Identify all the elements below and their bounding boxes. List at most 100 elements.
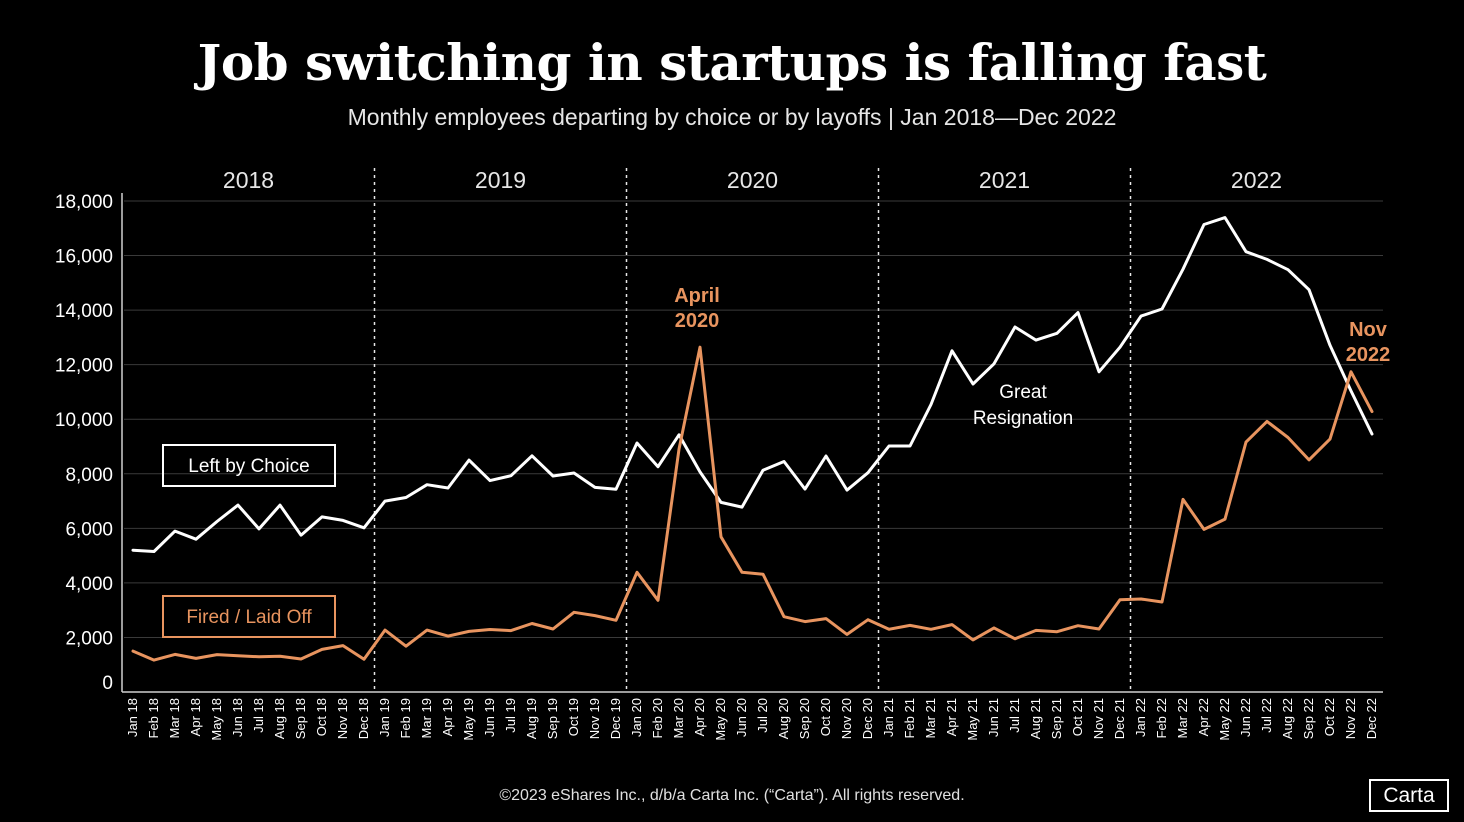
x-tick-label: Aug 19 bbox=[524, 698, 539, 739]
x-tick-label: Jan 20 bbox=[629, 698, 644, 737]
x-tick-label: Dec 20 bbox=[860, 698, 875, 739]
x-tick-label: Feb 18 bbox=[146, 698, 161, 738]
x-tick-label: Jan 21 bbox=[881, 698, 896, 737]
x-tick-label: Jan 18 bbox=[125, 698, 140, 737]
y-tick-label: 10,000 bbox=[55, 410, 113, 431]
x-tick-label: Jan 22 bbox=[1133, 698, 1148, 737]
annotation-line: 2022 bbox=[1346, 344, 1391, 366]
grid-lines bbox=[124, 200, 1383, 638]
axes bbox=[121, 193, 1383, 693]
x-tick-label: Jun 22 bbox=[1238, 698, 1253, 737]
x-tick-label: May 22 bbox=[1217, 698, 1232, 741]
x-tick-label: Sep 19 bbox=[545, 698, 560, 739]
x-tick-label: Jul 20 bbox=[755, 698, 770, 733]
x-tick-label: Oct 22 bbox=[1322, 698, 1337, 736]
x-tick-label: Nov 20 bbox=[839, 698, 854, 739]
year-label: 2022 bbox=[1231, 167, 1282, 193]
carta-logo: Carta bbox=[1369, 779, 1449, 812]
annotations: April 2020 Nov 2022 Great Resignation bbox=[674, 285, 1390, 429]
x-tick-label: Jul 18 bbox=[251, 698, 266, 733]
legend-left-by-choice-box bbox=[162, 444, 336, 487]
year-label: 2018 bbox=[223, 167, 274, 193]
x-tick-label: Apr 21 bbox=[944, 698, 959, 736]
annotation-line: April bbox=[674, 285, 720, 307]
y-tick-label: 16,000 bbox=[55, 247, 113, 268]
x-tick-label: Jul 21 bbox=[1007, 698, 1022, 733]
x-tick-label: Sep 18 bbox=[293, 698, 308, 739]
y-tick-label: 0 bbox=[102, 673, 113, 694]
y-axis-tick-labels: 0 2,000 4,000 6,000 8,000 10,000 12,000 14,000 1… bbox=[55, 192, 113, 694]
x-tick-label: Feb 22 bbox=[1154, 698, 1169, 738]
chart-title: Job switching in startups is falling fas… bbox=[197, 33, 1267, 92]
year-label: 2019 bbox=[475, 167, 526, 193]
x-tick-label: Aug 18 bbox=[272, 698, 287, 739]
x-tick-label: Nov 19 bbox=[587, 698, 602, 739]
x-tick-label: Oct 21 bbox=[1070, 698, 1085, 736]
annotation-line: Great bbox=[999, 382, 1047, 403]
x-tick-label: Apr 19 bbox=[440, 698, 455, 736]
annotation-line: 2020 bbox=[675, 310, 720, 332]
x-tick-label: May 19 bbox=[461, 698, 476, 741]
annotation-great-resignation: Great Resignation bbox=[973, 382, 1073, 429]
x-tick-label: May 21 bbox=[965, 698, 980, 741]
x-tick-label: Mar 20 bbox=[671, 698, 686, 738]
x-tick-label: Apr 20 bbox=[692, 698, 707, 736]
x-tick-label: Oct 19 bbox=[566, 698, 581, 736]
x-tick-label: Mar 18 bbox=[167, 698, 182, 738]
y-tick-label: 14,000 bbox=[55, 301, 113, 322]
legend-fired-laid-off-box bbox=[162, 595, 336, 638]
series-lines bbox=[131, 216, 1374, 662]
year-labels: 2018 2019 2020 2021 2022 bbox=[223, 167, 1282, 193]
x-tick-label: Aug 20 bbox=[776, 698, 791, 739]
x-tick-label: Mar 22 bbox=[1175, 698, 1190, 738]
series-line-fired-laid-off bbox=[131, 345, 1374, 662]
year-label: 2020 bbox=[727, 167, 778, 193]
x-tick-label: May 18 bbox=[209, 698, 224, 741]
x-tick-label: Aug 22 bbox=[1280, 698, 1295, 739]
year-label: 2021 bbox=[979, 167, 1030, 193]
legend-fired-laid-off-label: Fired / Laid Off bbox=[186, 607, 312, 628]
x-tick-label: Dec 21 bbox=[1112, 698, 1127, 739]
x-tick-label: Jan 19 bbox=[377, 698, 392, 737]
chart-subtitle: Monthly employees departing by choice or… bbox=[347, 104, 1117, 130]
x-tick-label: Jun 19 bbox=[482, 698, 497, 737]
x-tick-label: Jun 20 bbox=[734, 698, 749, 737]
x-tick-label: Apr 22 bbox=[1196, 698, 1211, 736]
y-tick-label: 12,000 bbox=[55, 356, 113, 377]
x-tick-label: Feb 20 bbox=[650, 698, 665, 738]
x-tick-label: Mar 21 bbox=[923, 698, 938, 738]
x-tick-label: Jun 18 bbox=[230, 698, 245, 737]
x-tick-label: Sep 20 bbox=[797, 698, 812, 739]
x-tick-label: Dec 18 bbox=[356, 698, 371, 739]
x-tick-label: Sep 22 bbox=[1301, 698, 1316, 739]
x-tick-label: Jul 19 bbox=[503, 698, 518, 733]
y-tick-label: 8,000 bbox=[65, 465, 113, 486]
series-line-left-by-choice bbox=[131, 216, 1374, 553]
annotation-line: Nov bbox=[1349, 319, 1388, 341]
x-tick-label: Nov 18 bbox=[335, 698, 350, 739]
x-tick-label: Nov 21 bbox=[1091, 698, 1106, 739]
x-tick-label: Jun 21 bbox=[986, 698, 1001, 737]
x-axis-tick-labels: Jan 18 Feb 18 Mar 18 Apr 18 May 18 Jun 18 Jul … bbox=[125, 698, 1379, 741]
copyright-text: ©2023 eShares Inc., d/b/a Carta Inc. (“C… bbox=[499, 787, 965, 804]
x-tick-label: Jul 22 bbox=[1259, 698, 1274, 733]
x-tick-label: Apr 18 bbox=[188, 698, 203, 736]
x-tick-label: Mar 19 bbox=[419, 698, 434, 738]
x-tick-label: Feb 19 bbox=[398, 698, 413, 738]
year-dividers bbox=[373, 168, 1132, 692]
y-tick-label: 4,000 bbox=[65, 574, 113, 595]
annotation-april-2020: April 2020 bbox=[674, 285, 720, 332]
x-tick-label: Feb 21 bbox=[902, 698, 917, 738]
y-tick-label: 6,000 bbox=[65, 519, 113, 540]
y-tick-label: 2,000 bbox=[65, 628, 113, 649]
y-tick-label: 18,000 bbox=[55, 192, 113, 213]
x-tick-label: Sep 21 bbox=[1049, 698, 1064, 739]
x-tick-label: Aug 21 bbox=[1028, 698, 1043, 739]
annotation-line: Resignation bbox=[973, 408, 1073, 429]
x-tick-label: Nov 22 bbox=[1343, 698, 1358, 739]
x-tick-label: Dec 19 bbox=[608, 698, 623, 739]
x-tick-label: Oct 18 bbox=[314, 698, 329, 736]
legend: Left by Choice Fired / Laid Off bbox=[162, 444, 336, 638]
x-tick-label: May 20 bbox=[713, 698, 728, 741]
